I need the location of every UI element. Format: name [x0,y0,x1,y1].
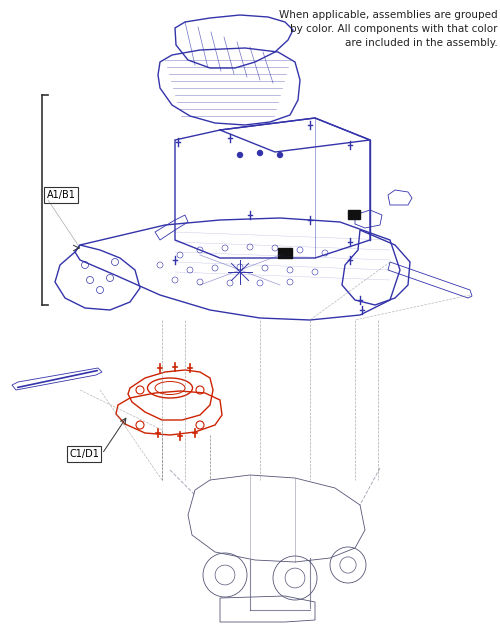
FancyBboxPatch shape [44,187,78,203]
Text: When applicable, assemblies are grouped
by color. All components with that color: When applicable, assemblies are grouped … [280,10,498,48]
Text: C1/D1: C1/D1 [69,449,99,459]
Circle shape [278,153,282,158]
FancyBboxPatch shape [67,446,101,462]
Text: A1/B1: A1/B1 [46,190,76,200]
Circle shape [238,153,242,158]
Circle shape [258,151,262,156]
Bar [348,210,360,219]
FancyArrowPatch shape [18,370,98,387]
Bar [278,248,292,258]
